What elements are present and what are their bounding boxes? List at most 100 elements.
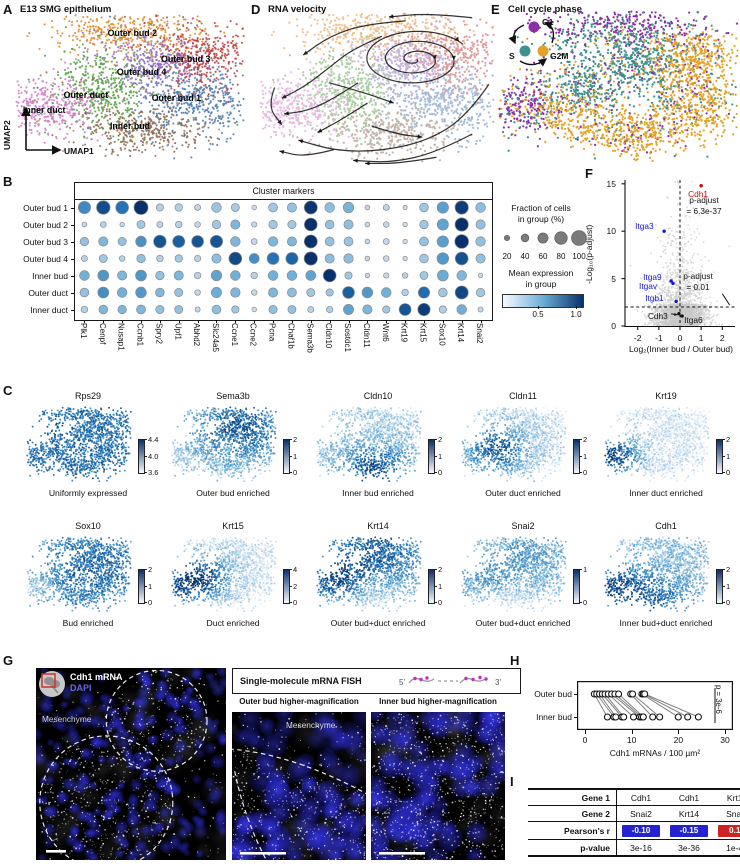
umap1-axis-label: UMAP1 — [64, 146, 94, 156]
table-row-header: Gene 2 — [528, 805, 617, 822]
panel-a-letter: A — [3, 2, 13, 17]
volcano-ytick-label: 5 — [611, 273, 616, 284]
table-row: Gene 2Snai2Krt14Snai2 — [528, 805, 740, 822]
feature-colorbar — [573, 569, 580, 604]
volcano-annotation: = 0.01 — [686, 282, 710, 292]
dotplot-gene-label: Krt19 — [399, 323, 409, 343]
volcano-annotation: = 6.3e-37 — [686, 206, 722, 216]
feature-caption: Inner bud+duct enriched — [619, 618, 713, 628]
stain-label: DAPI — [70, 683, 92, 693]
five-prime-label: 5' — [399, 678, 405, 687]
colorbar-tick-label: 2 — [293, 435, 298, 444]
tick — [722, 602, 725, 603]
colorbar-tick-label: 2 — [726, 565, 731, 574]
colorbar-tick-label: 4.0 — [148, 451, 159, 461]
tick — [70, 258, 74, 260]
colorbar-tick-label: 1 — [438, 581, 443, 591]
mesenchyme-label: Mesenchyme — [42, 714, 92, 724]
mrna-probe-schematic-icon: 5' 3' — [399, 675, 501, 687]
fish-header-title: Single-molecule mRNA FISH — [240, 676, 362, 686]
channel-label: Cdh1 mRNA — [70, 672, 123, 682]
volcano-xtick-label: 0 — [677, 333, 683, 343]
tick — [289, 569, 292, 570]
volcano-gene-label: Cdh3 — [647, 310, 668, 321]
tick — [348, 319, 350, 323]
tick — [84, 319, 86, 323]
colorbar-tick-label: 0 — [726, 598, 731, 607]
table-cell: -0.10 — [616, 821, 665, 840]
fraction-legend-title2: in group (%) — [517, 214, 565, 224]
table-row-header: Gene 1 — [528, 788, 617, 806]
dotplot-row-label: Outer bud 1 — [23, 202, 68, 213]
umap-axis-arrows-icon — [21, 106, 62, 155]
tick — [144, 602, 147, 603]
colorbar-tick-label: 0 — [293, 468, 298, 477]
feature-colorbar — [138, 439, 145, 474]
tick — [70, 207, 74, 209]
table-row-header: p-value — [528, 839, 617, 856]
g1-label: G1 — [542, 17, 554, 27]
tick — [386, 319, 388, 323]
tick — [235, 319, 237, 323]
fraction-legend-title: Fraction of cells — [511, 203, 571, 213]
tick — [144, 585, 147, 587]
feature-caption: Outer bud+duct enriched — [330, 618, 426, 628]
volcano-ytick-label: 10 — [606, 226, 616, 237]
table-cell: Cdh1 — [616, 788, 665, 806]
tick — [289, 472, 292, 473]
pearson-r-value: -0.10 — [622, 824, 660, 837]
feature-gene-title: Cldn11 — [509, 391, 537, 401]
feature-umap-canvas — [461, 535, 567, 613]
svg-text:60: 60 — [539, 252, 548, 261]
volcano-ytick-label: 0 — [611, 321, 616, 331]
tick — [461, 319, 463, 323]
tick — [434, 439, 437, 440]
tick — [70, 309, 74, 311]
volcano-xtick-label: -1 — [655, 333, 663, 343]
table-cell: 3e-36 — [665, 839, 713, 856]
volcano-xtick-label: -2 — [633, 333, 642, 343]
three-prime-label: 3' — [495, 678, 501, 687]
colorbar-tick-label: 1 — [726, 451, 731, 461]
panel-c-letter: C — [3, 383, 13, 398]
colorbar-tick-label: 0 — [438, 468, 443, 477]
tick — [538, 306, 539, 309]
g2m-dot-icon — [537, 45, 549, 57]
feature-colorbar — [573, 439, 580, 474]
dotplot-gene-label: Sostdc1 — [343, 323, 353, 352]
svg-text:40: 40 — [521, 252, 530, 261]
dotplot-gene-label: Pcna — [267, 323, 277, 342]
tick — [70, 275, 74, 277]
cell-cycle-canvas — [497, 8, 740, 165]
tick — [144, 455, 147, 457]
cluster-label: Outer duct — [63, 89, 109, 100]
feature-gene-title: Cldn10 — [363, 391, 393, 401]
pearson-r-value: -0.15 — [670, 824, 708, 837]
feature-umap-canvas — [26, 405, 132, 483]
tick — [573, 694, 577, 695]
dotplot-header: Cluster markers — [75, 183, 492, 200]
colorbar-tick-label: 1 — [148, 581, 153, 591]
tick — [291, 319, 293, 323]
expression-colorbar — [502, 294, 584, 308]
table-cell: Snai2 — [713, 805, 740, 822]
cell-cycle-legend: G1 S G2M — [508, 17, 568, 67]
category-label: Outer bud — [534, 689, 572, 699]
tick — [722, 455, 725, 457]
tick — [144, 439, 147, 440]
tick — [480, 319, 482, 323]
colorbar-tick-label: 2 — [726, 435, 731, 444]
outer-bud-mag-title: Outer bud higher-magnification — [239, 697, 359, 706]
tick — [579, 439, 582, 440]
table-cell: Snai2 — [616, 805, 665, 822]
feature-umap-canvas — [171, 405, 277, 483]
cluster-label: Outer bud 2 — [107, 28, 157, 38]
tick — [70, 241, 74, 243]
dotplot-row-label: Outer bud 2 — [23, 219, 68, 230]
tick — [579, 455, 582, 457]
tick — [273, 319, 275, 323]
feature-colorbar — [428, 439, 435, 474]
tick — [434, 585, 437, 587]
volcano-xtick-label: 2 — [719, 333, 725, 343]
